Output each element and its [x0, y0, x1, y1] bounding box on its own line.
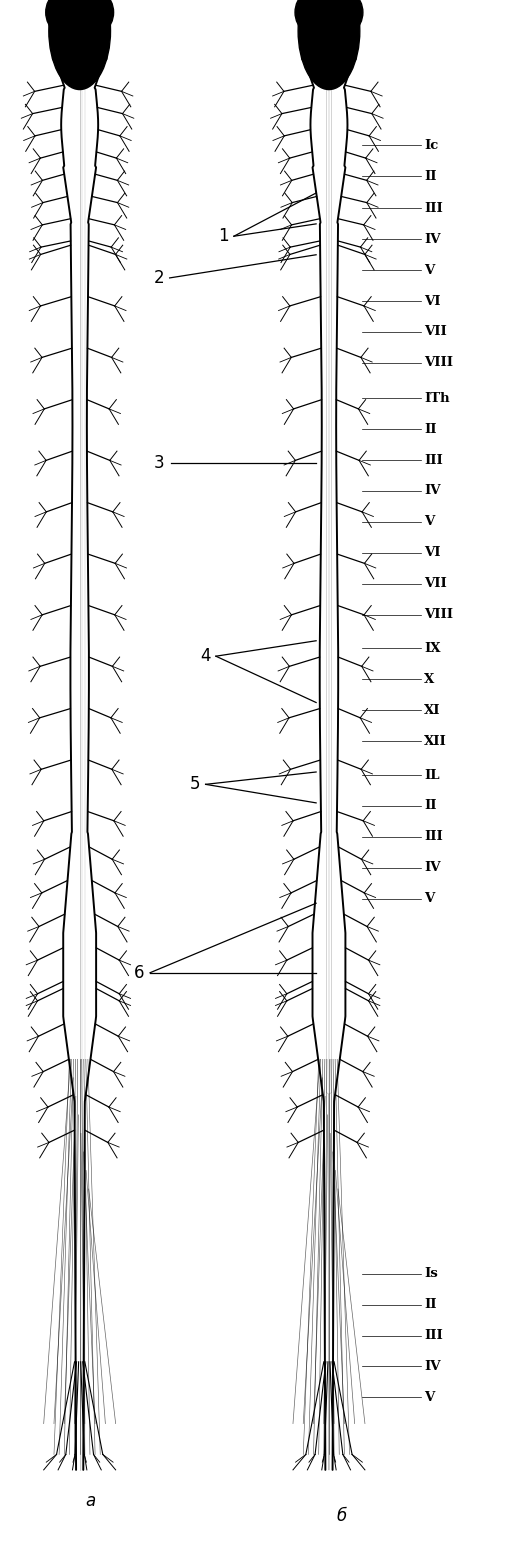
Text: VIII: VIII: [424, 608, 453, 621]
Text: Ic: Ic: [424, 139, 438, 151]
Text: VII: VII: [424, 577, 447, 590]
Text: V: V: [424, 264, 434, 276]
Text: 3: 3: [154, 454, 164, 472]
Text: Is: Is: [424, 1268, 438, 1280]
Text: VI: VI: [424, 547, 440, 559]
Text: II: II: [424, 423, 436, 435]
Text: V: V: [424, 1391, 434, 1403]
Text: III: III: [424, 1329, 443, 1342]
Text: III: III: [424, 202, 443, 215]
Text: XI: XI: [424, 704, 440, 716]
Text: X: X: [424, 673, 434, 686]
Text: 1: 1: [218, 227, 229, 245]
Text: II: II: [424, 1299, 436, 1311]
Text: V: V: [424, 892, 434, 905]
Ellipse shape: [49, 0, 111, 90]
Ellipse shape: [295, 0, 363, 42]
Text: б: б: [337, 1507, 347, 1525]
Text: IV: IV: [424, 485, 440, 497]
Ellipse shape: [46, 0, 114, 42]
Ellipse shape: [298, 0, 360, 90]
Text: ITh: ITh: [424, 392, 450, 405]
Text: 5: 5: [190, 775, 200, 794]
Text: 6: 6: [134, 963, 144, 982]
Text: IV: IV: [424, 862, 440, 874]
Text: VIII: VIII: [424, 357, 453, 369]
Text: VII: VII: [424, 326, 447, 338]
Text: 4: 4: [200, 647, 211, 665]
Text: III: III: [424, 831, 443, 843]
Text: II: II: [424, 800, 436, 812]
Text: III: III: [424, 454, 443, 466]
Text: V: V: [424, 516, 434, 528]
Text: VI: VI: [424, 295, 440, 307]
Text: IX: IX: [424, 642, 440, 655]
Text: IL: IL: [424, 769, 439, 781]
Text: XII: XII: [424, 735, 447, 747]
Text: IV: IV: [424, 233, 440, 245]
Text: IV: IV: [424, 1360, 440, 1373]
Text: a: a: [85, 1492, 95, 1510]
Text: II: II: [424, 170, 436, 182]
Text: 2: 2: [154, 269, 164, 287]
